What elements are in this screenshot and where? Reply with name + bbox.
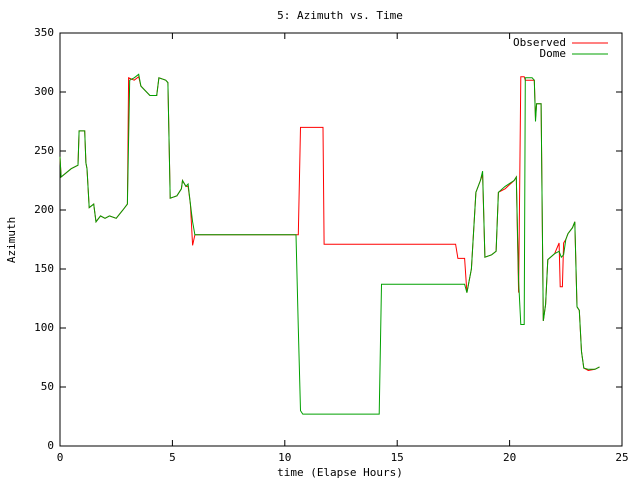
y-tick-label: 0 — [47, 439, 54, 452]
y-tick-label: 300 — [34, 85, 54, 98]
x-tick-label: 20 — [503, 451, 516, 464]
x-tick-label: 25 — [615, 451, 628, 464]
legend-label: Dome — [540, 47, 567, 60]
y-tick-label: 200 — [34, 203, 54, 216]
y-tick-label: 50 — [41, 380, 54, 393]
chart-title: 5: Azimuth vs. Time — [277, 9, 403, 22]
x-axis-label: time (Elapse Hours) — [277, 466, 403, 479]
y-tick-label: 100 — [34, 321, 54, 334]
x-tick-label: 5 — [169, 451, 176, 464]
x-tick-label: 10 — [278, 451, 291, 464]
y-tick-label: 250 — [34, 144, 54, 157]
x-tick-label: 0 — [57, 451, 64, 464]
plot-border — [59, 32, 623, 447]
y-tick-label: 350 — [34, 26, 54, 39]
y-tick-label: 150 — [34, 262, 54, 275]
x-tick-label: 15 — [391, 451, 404, 464]
legend-label: Observed — [513, 36, 566, 49]
y-axis-label: Azimuth — [5, 217, 18, 263]
data-line — [59, 73, 600, 415]
